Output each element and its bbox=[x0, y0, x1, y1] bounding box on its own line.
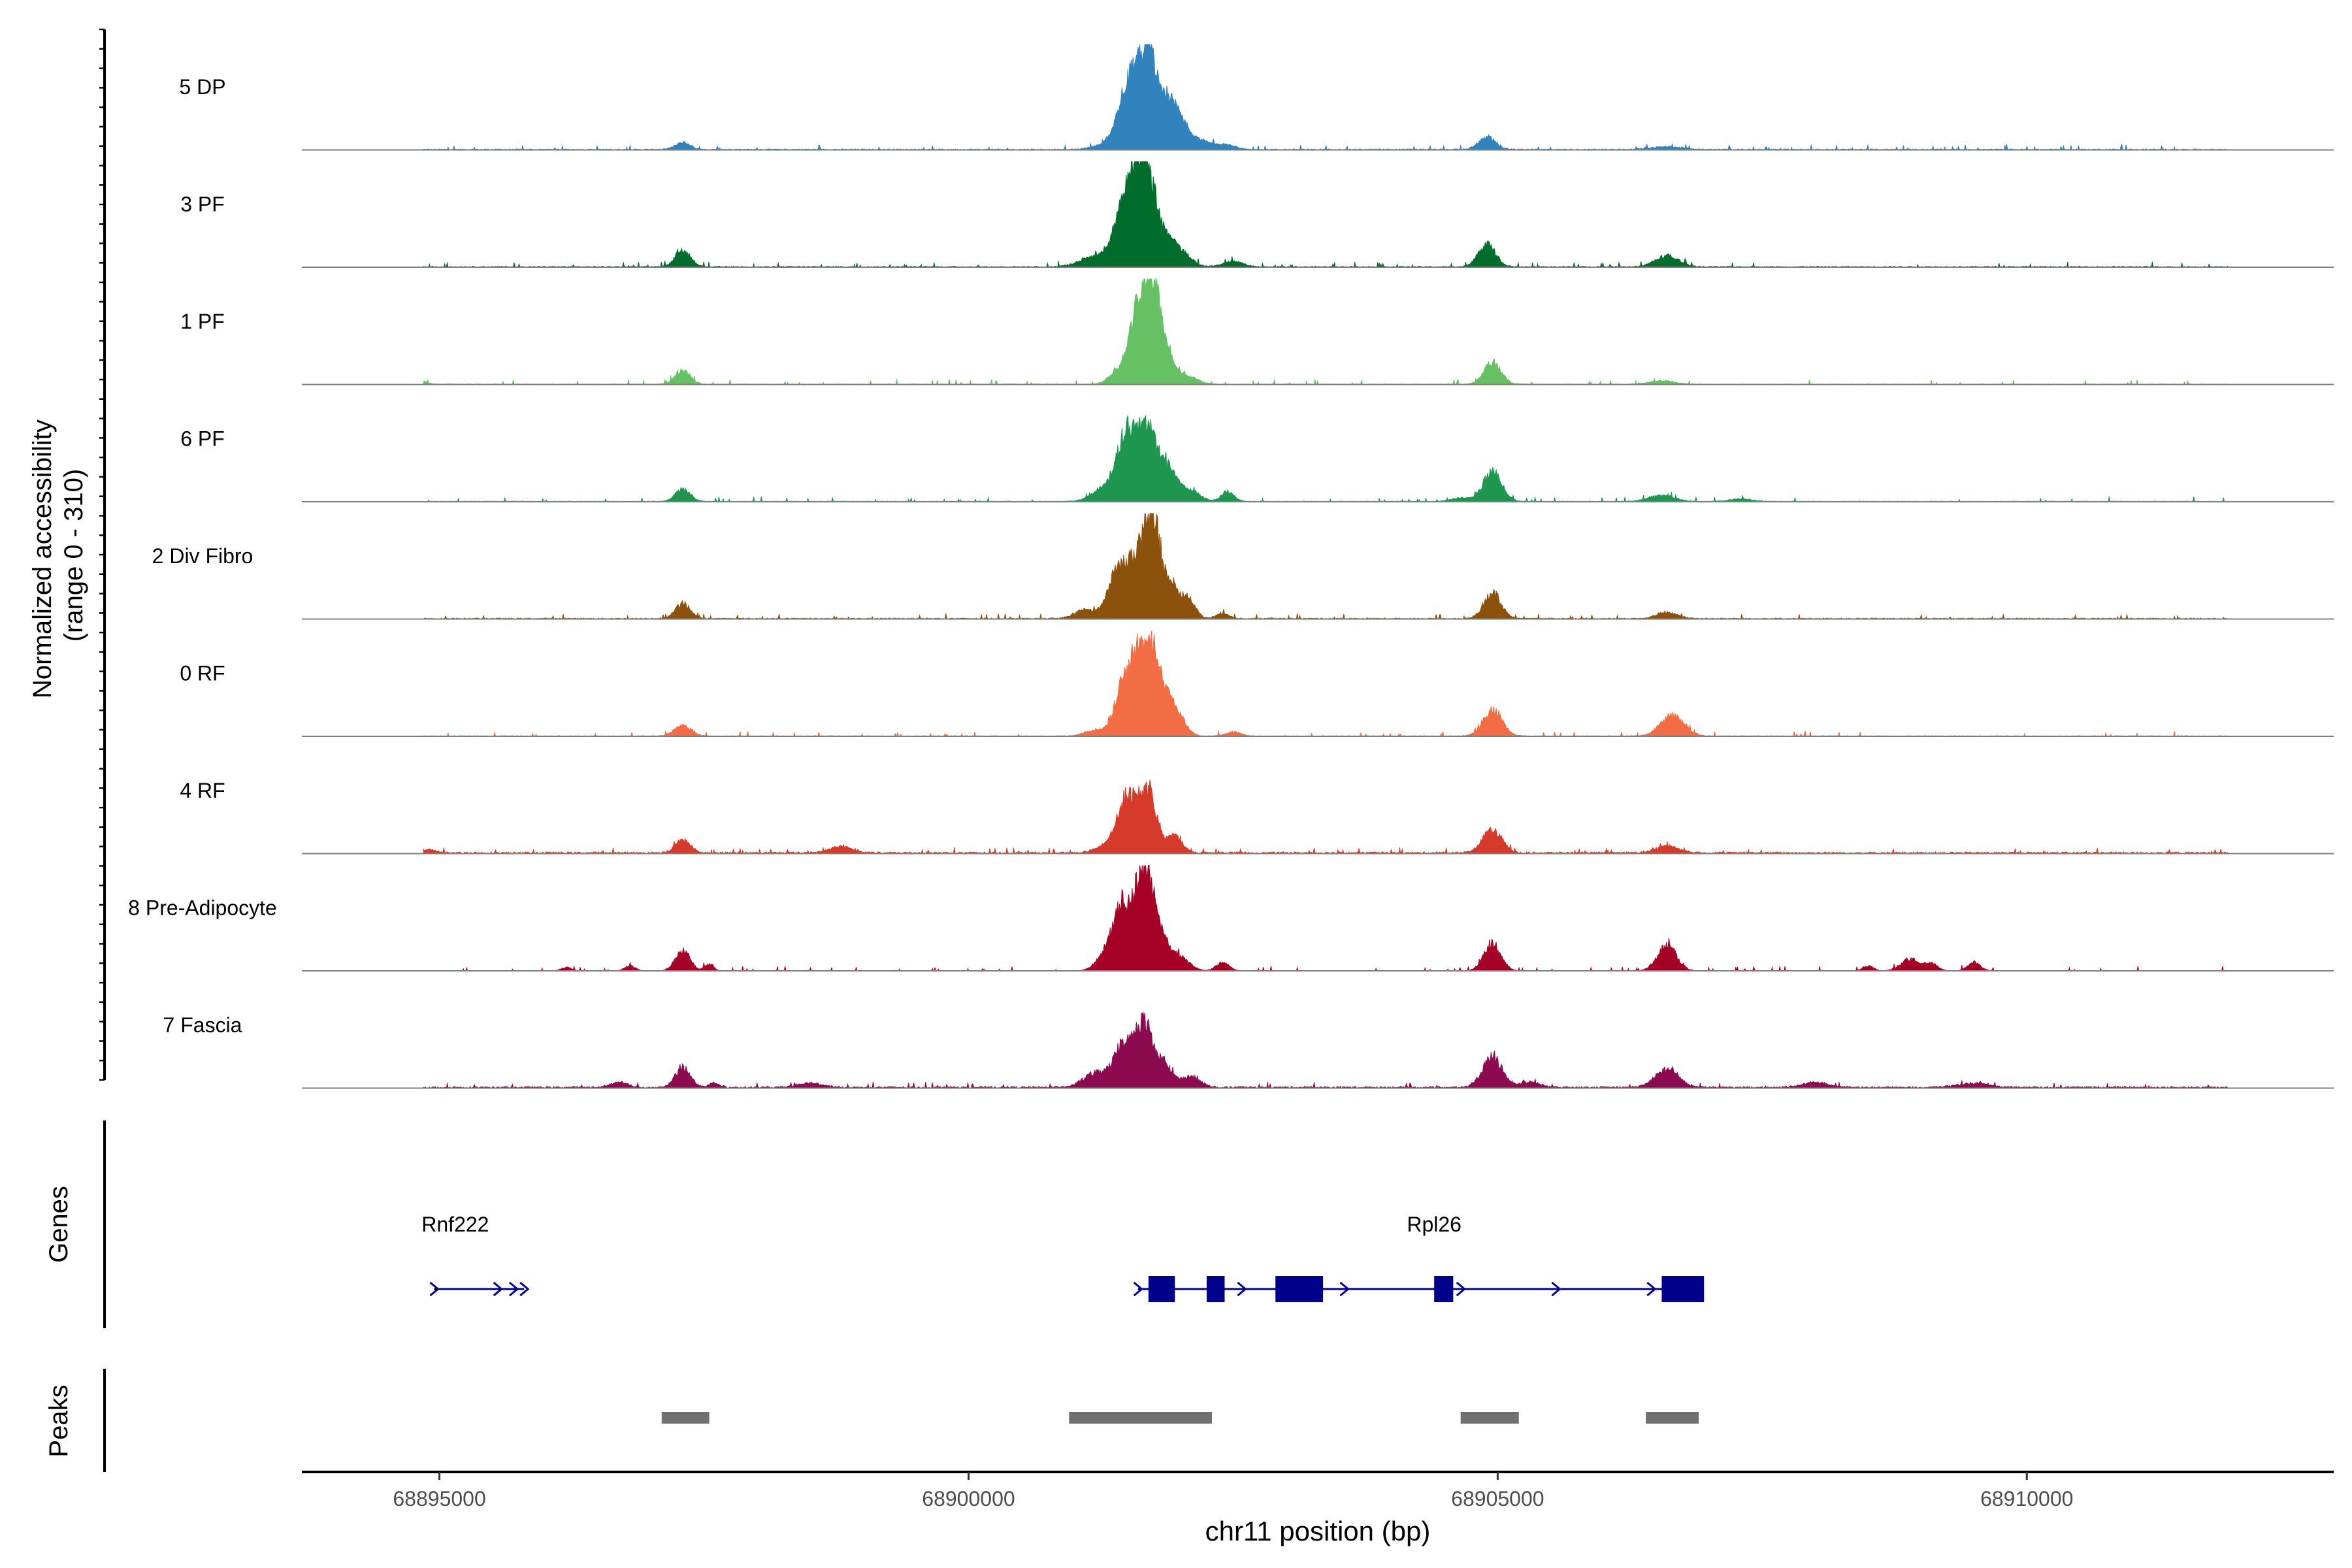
coverage-tracks: 5 DP 3 PF 1 PF 6 PF 2 Div Fibro 0 RF 4 RF 8 Pre… bbox=[128, 44, 2334, 1089]
peaks-axis-label: Peaks bbox=[44, 1384, 73, 1457]
track-label: 7 Fascia bbox=[163, 1013, 242, 1037]
x-axis-label: chr11 position (bp) bbox=[1205, 1516, 1431, 1546]
track-label: 3 PF bbox=[180, 193, 225, 216]
x-axis: 68895000 68900000 68905000 68910000 chr11 p… bbox=[302, 1471, 2334, 1546]
gene-label: Rnf222 bbox=[421, 1213, 489, 1236]
strand-arrow bbox=[508, 1281, 519, 1297]
strand-arrow bbox=[1133, 1281, 1143, 1297]
peak-region bbox=[661, 1412, 710, 1424]
track: 2 Div Fibro bbox=[152, 512, 2334, 621]
exon bbox=[1148, 1276, 1175, 1302]
track-label: 6 PF bbox=[180, 427, 225, 451]
strand-arrow bbox=[493, 1281, 504, 1297]
gene-label: Rpl26 bbox=[1407, 1213, 1462, 1236]
track: 5 DP bbox=[179, 44, 2334, 151]
y-axis-label: Normalized accessibility (range 0 - 310) bbox=[28, 412, 88, 698]
track-label: 8 Pre-Adipocyte bbox=[128, 896, 277, 920]
strand-arrow bbox=[1237, 1281, 1247, 1297]
strand-arrow bbox=[1551, 1281, 1561, 1297]
peak-region bbox=[1069, 1412, 1213, 1424]
genes-panel: Genes Rnf222 Rpl26 bbox=[44, 1120, 1705, 1328]
track: 3 PF bbox=[180, 161, 2334, 269]
track-label: 5 DP bbox=[179, 75, 225, 99]
track: 6 PF bbox=[180, 415, 2334, 502]
x-tick-label: 68910000 bbox=[1980, 1487, 2073, 1511]
x-tick-label: 68905000 bbox=[1451, 1487, 1544, 1511]
exon bbox=[1661, 1276, 1705, 1302]
peaks-panel: Peaks bbox=[44, 1369, 1699, 1472]
genes-axis-label: Genes bbox=[44, 1186, 73, 1263]
track-label: 4 RF bbox=[180, 779, 225, 802]
track: 7 Fascia bbox=[163, 1011, 2334, 1089]
track-label: 2 Div Fibro bbox=[152, 544, 253, 568]
x-tick-label: 68900000 bbox=[922, 1487, 1015, 1511]
track-label: 1 PF bbox=[180, 310, 225, 333]
accessibility-y-axis bbox=[99, 28, 106, 1081]
gene: Rnf222 bbox=[421, 1213, 530, 1297]
x-axis-ticks: 68895000 68900000 68905000 68910000 bbox=[393, 1472, 2073, 1511]
x-tick-label: 68895000 bbox=[393, 1487, 485, 1511]
exon bbox=[1206, 1276, 1225, 1302]
strand-arrow bbox=[1456, 1281, 1467, 1297]
track: 8 Pre-Adipocyte bbox=[128, 865, 2334, 972]
track: 1 PF bbox=[180, 278, 2334, 386]
y-axis-label-line1: Normalized accessibility bbox=[28, 419, 57, 698]
coverage-area bbox=[423, 1011, 2229, 1089]
y-axis-label-line2: (range 0 - 310) bbox=[59, 469, 88, 642]
gene: Rpl26 bbox=[1133, 1213, 1705, 1302]
gene-models: Rnf222 Rpl26 bbox=[421, 1213, 1705, 1302]
exon bbox=[1434, 1276, 1454, 1302]
peak-region bbox=[1646, 1412, 1699, 1424]
track-label: 0 RF bbox=[180, 662, 225, 685]
track: 4 RF bbox=[180, 779, 2334, 855]
strand-arrow bbox=[519, 1281, 530, 1297]
strand-arrow bbox=[429, 1281, 440, 1297]
strand-arrow bbox=[1339, 1281, 1350, 1297]
exon bbox=[1275, 1276, 1324, 1302]
peak-region bbox=[1460, 1412, 1519, 1424]
peak-regions bbox=[661, 1412, 1699, 1424]
track: 0 RF bbox=[180, 630, 2334, 737]
strand-arrow bbox=[1646, 1281, 1657, 1297]
